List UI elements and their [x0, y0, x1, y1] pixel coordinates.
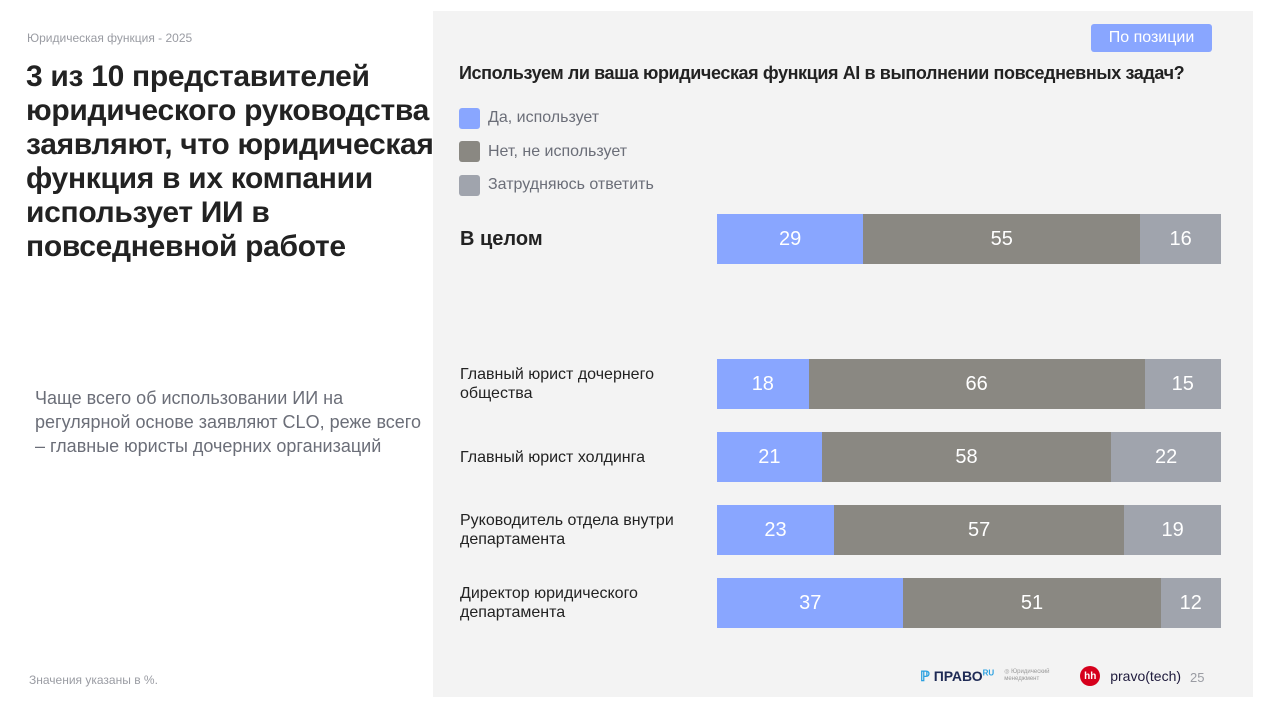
pravotech-logo: pravo(tech): [1110, 668, 1182, 684]
bar-segment: 12: [1160, 578, 1221, 628]
bar-segment: 21: [717, 432, 822, 482]
bar-segment: 66: [808, 359, 1145, 409]
category-label: Главный юрист холдинга: [460, 448, 646, 466]
page-title: 3 из 10 представителей юридического руко…: [26, 60, 434, 263]
bar-segment: 18: [717, 359, 809, 409]
chart-title: Используем ли ваша юридическая функция A…: [459, 63, 1185, 83]
page-number: 25: [1190, 670, 1205, 685]
bar-segment: 15: [1144, 359, 1221, 409]
bar-row: 37 51 12: [717, 578, 1221, 628]
pravo-logo: ℙ ПРАВОRU: [920, 667, 995, 684]
yurmen-logo: ◎ Юридический менеджмент: [1004, 669, 1050, 682]
legend-item: Нет, не использует: [459, 141, 627, 163]
category-label: В целом: [460, 227, 543, 250]
bar-segment: 16: [1140, 214, 1221, 264]
category-label: Главный юрист дочернего общества: [460, 366, 654, 402]
bar-row: 21 58 22: [717, 432, 1221, 482]
breadcrumb: Юридическая функция - 2025: [27, 31, 193, 45]
bar-segment: 37: [717, 578, 904, 628]
bar-segment: 23: [717, 505, 835, 555]
bar-segment: 58: [821, 432, 1112, 482]
legend-label: Нет, не использует: [488, 142, 628, 160]
bar-segment: 22: [1111, 432, 1221, 482]
legend-label: Затрудняюсь ответить: [488, 176, 654, 193]
bar-segment: 29: [717, 214, 864, 264]
partner-logos: ℙ ПРАВОRU ◎ Юридический менеджмент hh pr…: [920, 666, 1181, 686]
legend-swatch: [459, 174, 480, 196]
by-position-button[interactable]: По позиции: [1091, 24, 1212, 52]
legend-label: Да, использует: [488, 109, 600, 126]
category-label: Директор юридического департамента: [460, 585, 638, 621]
legend-swatch: [459, 107, 480, 129]
legend-swatch: [459, 141, 480, 162]
bar-segment: 57: [834, 505, 1125, 555]
hh-logo: hh: [1080, 666, 1101, 686]
bar-row: 29 55 16: [717, 214, 1221, 264]
legend-item: Затрудняюсь ответить: [459, 174, 654, 196]
summary-note: Чаще всего об использовании ИИ на регуля…: [35, 388, 421, 456]
footnote: Значения указаны в %.: [29, 673, 158, 687]
category-label: Руководитель отдела внутри департамента: [460, 512, 674, 548]
bar-segment: 19: [1124, 505, 1221, 555]
bar-row: 18 66 15: [717, 359, 1221, 409]
legend-item: Да, использует: [459, 107, 599, 129]
bar-row: 23 57 19: [717, 505, 1221, 555]
bar-segment: 55: [863, 214, 1141, 264]
bar-segment: 51: [903, 578, 1161, 628]
